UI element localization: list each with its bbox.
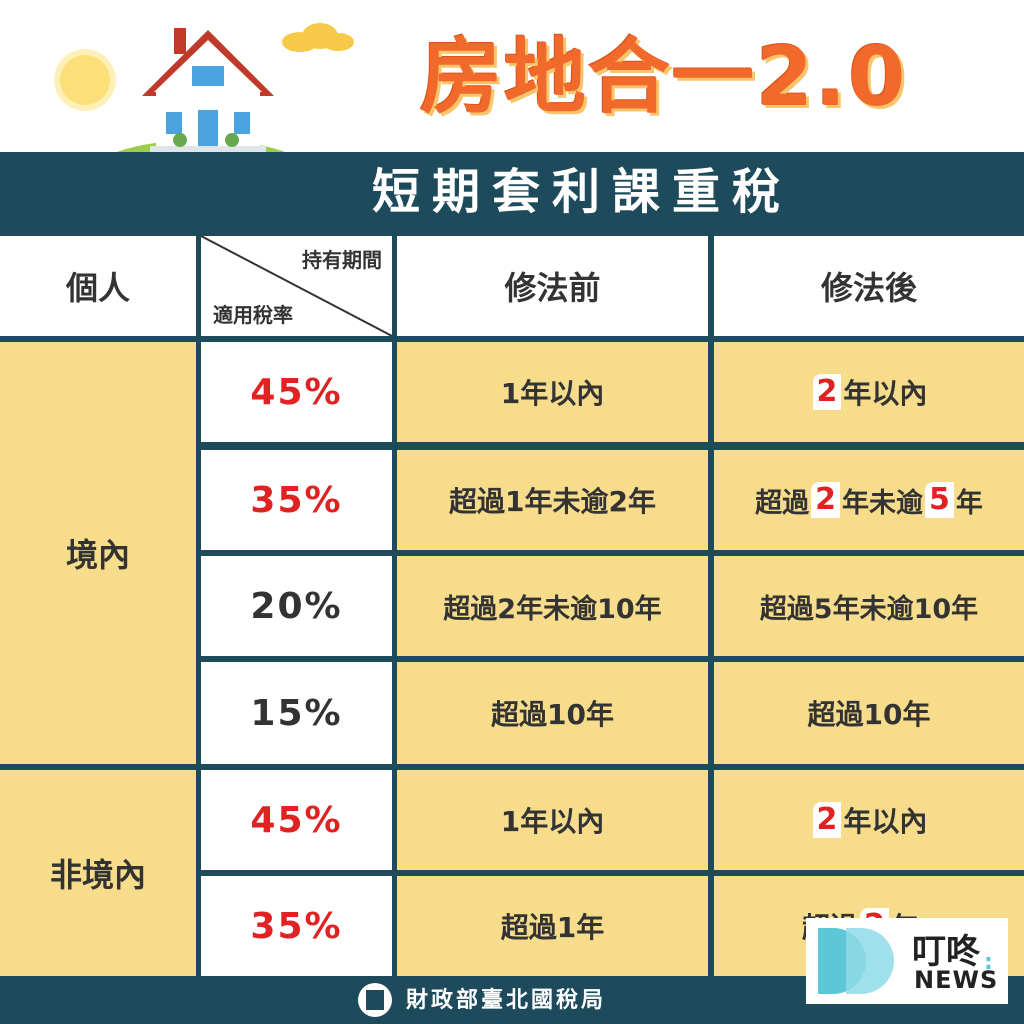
before-cell: 超過2年未逾10年 bbox=[397, 556, 708, 656]
before-cell: 超過1年未逾2年 bbox=[397, 450, 708, 550]
after-text: 年未逾 bbox=[842, 487, 923, 519]
rate-cell: 15% bbox=[201, 662, 392, 764]
rate-cell: 20% bbox=[201, 556, 392, 656]
group-non-domestic: 非境內 bbox=[0, 770, 196, 976]
before-cell: 1年以內 bbox=[397, 770, 708, 870]
after-text: 年以內 bbox=[843, 805, 928, 838]
after-cell: 2 年以內 bbox=[714, 342, 1024, 442]
page-title: 房地合一2.0 bbox=[420, 30, 908, 125]
rate-cell: 45% bbox=[201, 770, 392, 870]
house-icon bbox=[142, 28, 274, 158]
emblem-building-icon bbox=[366, 990, 384, 1010]
header-after-amendment: 修法後 bbox=[714, 236, 1024, 336]
sun-icon bbox=[60, 55, 110, 105]
before-cell: 超過1年 bbox=[397, 876, 708, 976]
diagonal-line bbox=[201, 236, 392, 336]
after-text: 超過 bbox=[755, 487, 810, 519]
header-tax-rate: 適用稅率 bbox=[213, 303, 293, 327]
logo-name-cn: 叮咚 bbox=[912, 932, 980, 972]
logo-name-en: NEWS bbox=[914, 966, 999, 994]
highlight-number: 2 bbox=[812, 374, 842, 410]
group-domestic: 境內 bbox=[0, 342, 196, 764]
rate-cell: 35% bbox=[201, 450, 392, 550]
header-diagonal-cell: 持有期間 適用稅率 bbox=[201, 236, 392, 336]
after-cell: 超過 2 年未逾 5 年 bbox=[714, 450, 1024, 550]
rate-cell: 35% bbox=[201, 876, 392, 976]
after-cell: 超過5年未逾10年 bbox=[714, 556, 1024, 656]
rate-cell: 45% bbox=[201, 342, 392, 442]
highlight-number: 2 bbox=[811, 482, 840, 518]
header-category: 個人 bbox=[0, 236, 196, 336]
after-text: 年 bbox=[955, 487, 983, 519]
highlight-number: 5 bbox=[925, 482, 954, 518]
header-holding-period: 持有期間 bbox=[302, 248, 382, 272]
header-before-amendment: 修法前 bbox=[397, 236, 708, 336]
before-cell: 超過10年 bbox=[397, 662, 708, 764]
subtitle: 短期套利課重稅 bbox=[371, 164, 792, 220]
subtitle-banner bbox=[0, 152, 1024, 232]
highlight-number: 2 bbox=[812, 802, 842, 838]
logo-dots-icon: : bbox=[984, 950, 993, 975]
cloud-icon bbox=[282, 23, 354, 52]
after-text: 年以內 bbox=[843, 377, 928, 410]
after-cell: 超過10年 bbox=[714, 662, 1024, 764]
organization-name: 財政部臺北國稅局 bbox=[406, 988, 607, 1013]
after-cell: 2 年以內 bbox=[714, 770, 1024, 870]
before-cell: 1年以內 bbox=[397, 342, 708, 442]
